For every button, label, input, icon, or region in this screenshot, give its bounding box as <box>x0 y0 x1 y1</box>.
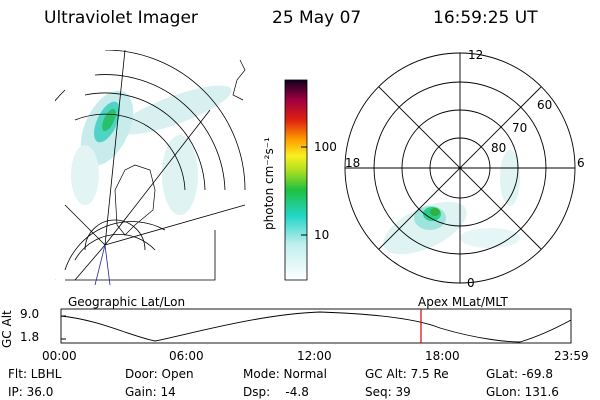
date-label: 25 May 07 <box>272 8 362 28</box>
mlt-label-18: 18 <box>345 156 361 170</box>
aurora-emission-geo <box>71 85 232 215</box>
xtick-1800: 18:00 <box>425 349 460 363</box>
glon-label: GLon: 131.6 <box>486 385 559 399</box>
aurora-emission-apex <box>383 150 520 255</box>
time-label: 16:59:25 UT <box>433 8 538 28</box>
gc-alt-label: GC Alt: 7.5 Re <box>365 367 449 381</box>
door-label: Door: Open <box>125 367 194 381</box>
xtick-0600: 06:00 <box>169 349 204 363</box>
mlt-label-12: 12 <box>468 48 484 62</box>
altitude-ytick-low: 1.8 <box>20 330 40 344</box>
lat-label-70: 70 <box>512 121 528 135</box>
gain-label: Gain: 14 <box>125 385 176 399</box>
instrument-title: Ultraviolet Imager <box>44 8 198 28</box>
mlt-label-6: 6 <box>577 156 585 170</box>
apex-panel-label: Apex MLat/MLT <box>418 295 508 309</box>
mlt-label-0: 0 <box>467 276 475 290</box>
filter-label: Flt: LBHL <box>8 367 62 381</box>
lat-label-80: 80 <box>491 141 507 155</box>
colorbar <box>284 79 308 281</box>
lat-label-60: 60 <box>537 98 553 112</box>
apex-polar-plot <box>344 52 576 284</box>
colorbar-tick-100: 100 <box>314 140 337 154</box>
ip-label: IP: 36.0 <box>8 385 54 399</box>
colorbar-unit-label: photon cm⁻²s⁻¹ <box>262 137 276 230</box>
xtick-2359: 23:59 <box>554 349 589 363</box>
seq-label: Seq: 39 <box>365 385 411 399</box>
altitude-ytick-high: 9.0 <box>20 307 40 321</box>
colorbar-tick-10: 10 <box>314 228 330 242</box>
dsp-label: Dsp: -4.8 <box>243 385 309 399</box>
altitude-ylabel: GC Alt <box>0 310 14 348</box>
xtick-1200: 12:00 <box>297 349 332 363</box>
geographic-map <box>55 50 246 286</box>
geographic-panel-label: Geographic Lat/Lon <box>68 295 186 309</box>
mode-label: Mode: Normal <box>243 367 327 381</box>
altitude-plot <box>60 308 572 344</box>
xtick-0000: 00:00 <box>42 349 77 363</box>
altitude-curve <box>60 311 572 343</box>
glat-label: GLat: -69.8 <box>486 367 553 381</box>
